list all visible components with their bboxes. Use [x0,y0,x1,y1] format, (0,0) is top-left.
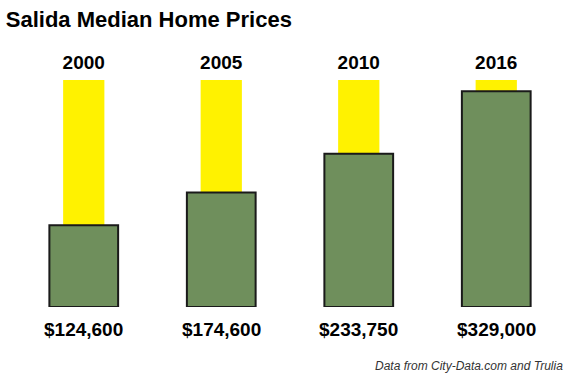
svg-text:2000: 2000 [63,52,105,73]
svg-text:2010: 2010 [338,52,380,73]
svg-text:$233,750: $233,750 [319,319,398,340]
svg-text:Data from City-Data.com and Tr: Data from City-Data.com and Trulia [375,359,563,373]
svg-text:Salida Median Home Prices: Salida Median Home Prices [6,7,292,32]
svg-text:$329,000: $329,000 [457,319,536,340]
svg-text:$124,600: $124,600 [44,319,123,340]
svg-text:$174,600: $174,600 [182,319,261,340]
svg-text:2016: 2016 [475,52,517,73]
svg-text:2005: 2005 [200,52,243,73]
